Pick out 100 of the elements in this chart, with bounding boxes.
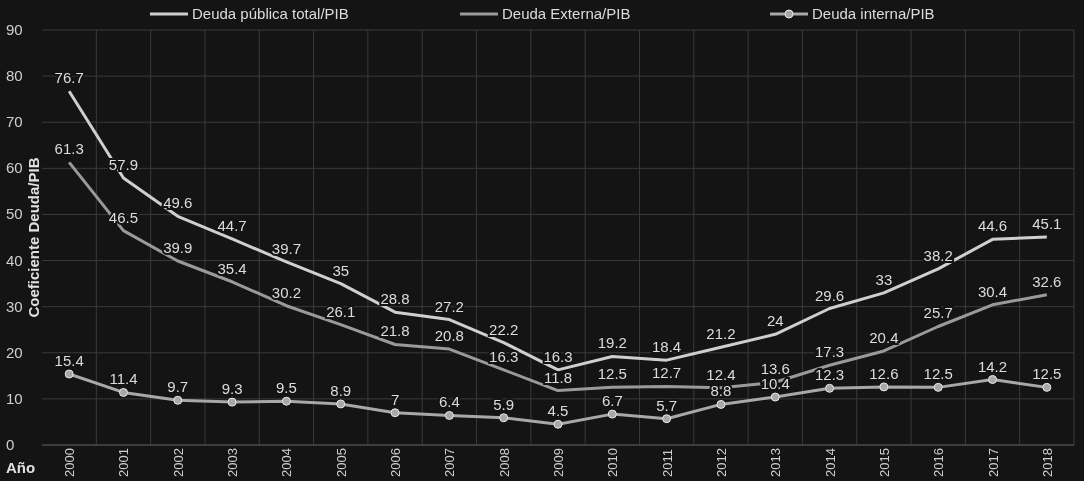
data-label: 30.4 <box>977 282 1008 300</box>
data-label: 12.7 <box>652 364 682 382</box>
point <box>227 397 237 407</box>
x-tick-label: 2009 <box>551 448 566 477</box>
y-tick-label: 10 <box>6 389 23 407</box>
legend-label: Deuda Externa/PIB <box>502 5 631 22</box>
point <box>553 419 563 429</box>
data-label: 9.5 <box>275 379 297 397</box>
data-label: 33 <box>875 270 893 288</box>
y-tick-label: 70 <box>6 113 23 131</box>
y-tick-label: 60 <box>6 159 23 177</box>
point <box>770 392 780 402</box>
point <box>281 396 291 406</box>
x-tick-label: 2012 <box>713 448 729 477</box>
data-label: 28.8 <box>380 290 410 308</box>
point <box>64 369 74 379</box>
data-label: 12.5 <box>597 365 627 383</box>
y-tick-label: 0 <box>6 436 15 453</box>
point <box>1042 382 1052 392</box>
data-label: 11.4 <box>109 370 138 388</box>
data-label: 17.3 <box>814 343 845 361</box>
point <box>607 409 617 419</box>
data-label: 16.3 <box>489 347 519 365</box>
data-label: 12.4 <box>706 365 736 383</box>
data-label: 12.3 <box>814 366 845 384</box>
x-axis-title: Año <box>6 459 36 476</box>
x-tick-label: 2010 <box>605 448 621 477</box>
data-label: 21.8 <box>380 322 410 340</box>
point <box>173 395 183 405</box>
data-label: 6.7 <box>601 392 623 410</box>
data-label: 6.4 <box>438 393 460 411</box>
data-label: 5.7 <box>656 396 678 414</box>
data-label: 27.2 <box>434 297 464 315</box>
x-tick-label: 2006 <box>388 448 404 477</box>
point <box>118 387 128 397</box>
data-label: 32.6 <box>1032 272 1062 290</box>
data-label: 39.9 <box>163 239 193 257</box>
point <box>879 382 889 392</box>
x-tick-label: 2017 <box>985 448 1001 477</box>
data-label: 39.7 <box>271 239 302 257</box>
data-label: 21.2 <box>706 325 736 343</box>
data-label: 24 <box>766 312 784 330</box>
x-tick-label: 2008 <box>496 448 512 477</box>
x-tick-label: 2004 <box>279 448 295 477</box>
y-tick-label: 40 <box>6 251 23 269</box>
x-tick-label: 2001 <box>116 448 132 477</box>
data-label: 11.8 <box>543 368 573 386</box>
data-label: 4.5 <box>547 402 569 420</box>
x-tick-label: 2000 <box>62 448 78 477</box>
x-tick-label: 2014 <box>822 448 838 477</box>
point <box>390 408 400 418</box>
data-label: 20.8 <box>434 327 464 345</box>
x-tick-label: 2015 <box>876 448 892 477</box>
data-label: 61.3 <box>54 140 84 158</box>
data-label: 30.2 <box>271 283 302 301</box>
data-label: 35.4 <box>217 259 247 277</box>
data-label: 29.6 <box>814 286 845 304</box>
data-label: 16.3 <box>543 347 573 365</box>
data-label: 45.1 <box>1032 215 1062 233</box>
y-tick-label: 50 <box>6 205 23 223</box>
point <box>988 375 998 385</box>
data-label: 13.6 <box>760 360 790 378</box>
data-label: 9.7 <box>167 378 189 396</box>
data-label: 76.7 <box>54 69 84 87</box>
y-axis-title: Coeficiente Deuda/PIB <box>25 157 42 318</box>
x-tick-label: 2003 <box>225 448 241 477</box>
point <box>499 413 509 423</box>
data-label: 26.1 <box>326 302 356 320</box>
x-tick-label: 2018 <box>1039 448 1055 477</box>
data-label: 8.9 <box>330 381 352 399</box>
data-label: 20.4 <box>869 328 899 346</box>
legend-label: Deuda pública total/PIB <box>192 5 349 22</box>
point <box>662 414 672 424</box>
x-tick-label: 2011 <box>659 449 675 477</box>
data-label: 19.2 <box>597 334 627 352</box>
data-label: 7 <box>390 390 400 408</box>
point <box>716 399 726 409</box>
data-label: 22.2 <box>489 320 519 338</box>
data-label: 5.9 <box>493 395 515 413</box>
data-label: 14.2 <box>977 357 1008 375</box>
data-label: 15.4 <box>54 351 84 369</box>
x-tick-label: 2002 <box>170 448 186 477</box>
point <box>444 410 454 420</box>
x-tick-label: 2007 <box>442 448 458 477</box>
x-tick-label: 2013 <box>768 448 784 477</box>
data-label: 44.7 <box>217 216 247 234</box>
data-label: 38.2 <box>923 246 953 264</box>
x-tick-label: 2005 <box>333 448 349 477</box>
point <box>933 382 943 392</box>
y-tick-label: 20 <box>6 343 23 361</box>
data-label: 12.6 <box>869 364 899 382</box>
data-label: 12.5 <box>923 365 953 383</box>
data-label: 18.4 <box>652 338 682 356</box>
y-tick-label: 80 <box>6 67 23 85</box>
point <box>336 399 346 409</box>
data-label: 9.3 <box>221 380 243 398</box>
data-label: 49.6 <box>163 194 193 212</box>
x-tick-label: 2016 <box>931 448 947 477</box>
data-label: 44.6 <box>977 217 1008 235</box>
data-label: 12.5 <box>1032 365 1062 383</box>
